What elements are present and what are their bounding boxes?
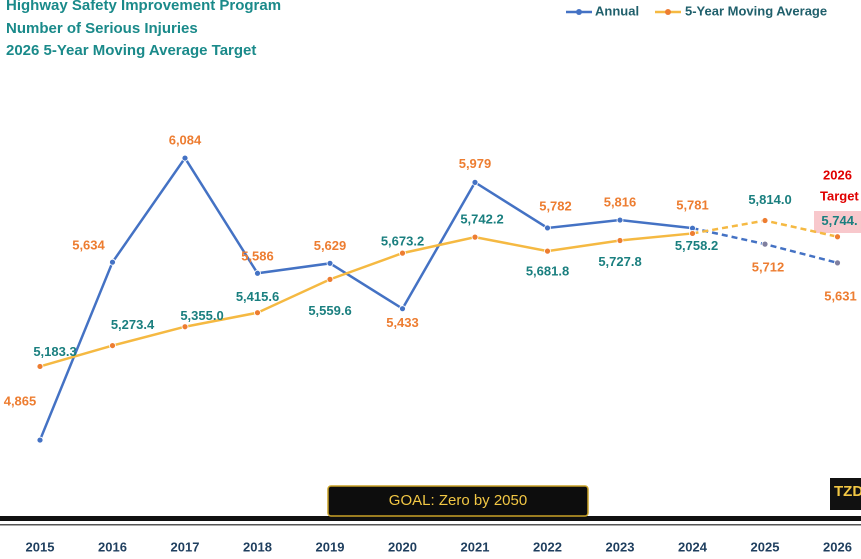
data-label: 5,758.2 [675, 238, 718, 253]
data-point [326, 259, 334, 267]
legend-swatch [576, 9, 582, 15]
x-tick-label: 2019 [316, 539, 345, 554]
data-point [181, 323, 189, 331]
chart-title: Highway Safety Improvement Program [6, 0, 281, 14]
data-point [254, 309, 261, 317]
data-label: 6,084 [169, 133, 202, 148]
data-point [36, 436, 44, 444]
x-tick-label: 2026 [823, 539, 852, 554]
legend-label: Annual [595, 3, 639, 18]
data-label: 5,355.0 [180, 308, 223, 323]
target-annotation: Target [820, 188, 859, 203]
x-tick-label: 2025 [751, 539, 780, 554]
legend-label: 5-Year Moving Average [685, 3, 827, 18]
data-point [616, 216, 624, 224]
x-tick-label: 2022 [533, 539, 562, 554]
data-point [761, 217, 769, 224]
data-point [689, 230, 696, 237]
data-label: 5,781 [676, 198, 709, 213]
data-point [544, 224, 551, 232]
chart-subtitle: Number of Serious Injuries [6, 20, 198, 37]
data-point [181, 154, 189, 162]
data-point [616, 237, 624, 244]
data-label: 5,631 [824, 288, 857, 303]
legend-swatch [665, 9, 671, 15]
data-label: 5,816 [604, 195, 637, 210]
data-point [326, 275, 334, 283]
target-highlight [814, 211, 861, 233]
x-tick-label: 2016 [98, 539, 127, 554]
data-label: 5,782 [539, 198, 572, 213]
data-point [399, 305, 406, 313]
target-annotation: 2026 [823, 167, 852, 182]
data-label: 5,712 [752, 260, 785, 275]
data-label: 5,742.2 [460, 212, 503, 227]
data-label: 5,727.8 [598, 254, 641, 269]
data-label: 5,559.6 [308, 303, 351, 318]
data-point [761, 240, 769, 248]
data-label: 5,273.4 [111, 317, 155, 332]
data-point [834, 233, 841, 241]
data-label: 5,634 [72, 238, 105, 253]
chart-subtitle: 2026 5-Year Moving Average Target [6, 42, 256, 59]
x-tick-label: 2015 [26, 539, 55, 554]
x-tick-label: 2021 [461, 539, 490, 554]
data-label: 4,865 [4, 394, 37, 409]
series-line [39, 232, 693, 368]
goal-text: GOAL: Zero by 2050 [389, 492, 527, 509]
data-label: 5,586 [241, 249, 274, 264]
data-point [109, 258, 116, 266]
data-point [36, 363, 44, 370]
x-tick-label: 2020 [388, 539, 417, 554]
goal-box [327, 485, 589, 517]
baseline-bar [0, 516, 861, 521]
data-label: 5,681.8 [526, 264, 569, 279]
x-tick-label: 2024 [678, 539, 708, 554]
x-tick-label: 2023 [606, 539, 635, 554]
data-point [399, 249, 406, 257]
legend: Annual 5-Year Moving Average [566, 3, 827, 18]
data-point [471, 178, 479, 186]
data-label: 5,979 [459, 156, 492, 171]
data-label: 5,814.0 [748, 192, 791, 207]
data-point [834, 259, 841, 267]
data-point [471, 233, 479, 241]
data-label: 5,415.6 [236, 289, 279, 304]
data-point [254, 269, 261, 277]
data-label: 5,744. [821, 213, 857, 228]
baseline-bar [0, 524, 861, 526]
logo-text: TZD [834, 483, 861, 500]
logo-box [830, 478, 861, 510]
data-label: 5,433 [386, 315, 419, 330]
data-label: 5,183.3 [33, 344, 76, 359]
data-label: 5,673.2 [381, 234, 424, 249]
data-point [544, 247, 551, 255]
x-tick-label: 2018 [243, 539, 272, 554]
series-line [38, 155, 693, 441]
x-tick-label: 2017 [171, 539, 200, 554]
data-label: 5,629 [314, 238, 347, 253]
data-point [109, 342, 116, 349]
